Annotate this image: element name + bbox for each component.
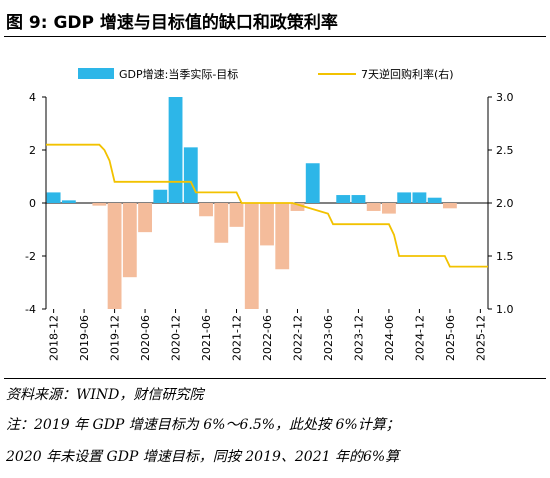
x-tick-label: 2022-12 — [291, 315, 304, 361]
gdp-gap-bar — [229, 203, 244, 227]
right-y-tick-label: 2.5 — [496, 144, 514, 157]
gdp-gap-bar — [92, 203, 107, 206]
left-y-tick-label: 2 — [29, 144, 36, 157]
gdp-gap-bar — [336, 195, 351, 203]
left-y-tick-label: -2 — [25, 250, 36, 263]
x-tick-label: 2025-12 — [474, 315, 487, 361]
right-y-tick-label: 3.0 — [496, 91, 514, 104]
x-tick-label: 2024-12 — [413, 315, 426, 361]
gdp-gap-bar — [138, 203, 152, 233]
figure-title: 图 9: GDP 增速与目标值的缺口和政策利率 — [6, 13, 338, 33]
right-y-tick-label: 1.5 — [496, 250, 514, 263]
legend-bar-swatch — [78, 68, 114, 79]
gdp-gap-bar — [46, 192, 61, 203]
left-y-tick-label: -4 — [25, 303, 36, 316]
x-tick-label: 2021-06 — [200, 315, 213, 361]
x-tick-label: 2023-12 — [352, 315, 365, 361]
left-y-tick-label: 4 — [29, 91, 36, 104]
gdp-gap-bar — [427, 197, 442, 203]
gdp-gap-bar — [122, 203, 137, 278]
gdp-gap-bar — [107, 203, 122, 309]
gdp-gap-bar — [412, 192, 427, 203]
gdp-gap-bar — [290, 203, 305, 211]
gdp-gap-bar — [214, 203, 229, 243]
policy-rate-line — [46, 143, 488, 268]
gdp-gap-bar — [442, 203, 457, 209]
x-tick-label: 2021-12 — [231, 315, 244, 361]
x-tick-label: 2020-06 — [139, 315, 152, 361]
right-y-tick-label: 1.0 — [496, 303, 514, 316]
gdp-gap-bar — [305, 163, 320, 203]
footnote-line-2: 2020 年未设置 GDP 增速目标，同按 2019、2021 年的6%算 — [6, 449, 400, 465]
title-divider — [4, 36, 546, 37]
legend-bar-label: GDP增速:当季实际-目标 — [119, 67, 238, 81]
gdp-gap-policy-rate-chart: -4 -2 0 2 4 1.0 1.5 2.0 2.5 3.0 2018-12 2019-06 2019… — [25, 67, 514, 361]
x-tick-label: 2024-06 — [383, 315, 396, 361]
gdp-gap-bar — [382, 203, 396, 214]
x-tick-label: 2022-06 — [261, 315, 274, 361]
footnote-line-1: 注：2019 年 GDP 增速目标为 6%～6.5%，此处按 6%计算； — [6, 417, 400, 433]
gdp-gap-bar — [61, 200, 76, 203]
x-tick-label: 2023-06 — [322, 315, 335, 361]
gdp-gap-bar — [244, 203, 259, 309]
footer-divider — [4, 378, 546, 379]
left-y-tick-label: 0 — [29, 197, 36, 210]
x-tick-label: 2018-12 — [48, 315, 61, 361]
x-tick-label: 2020-12 — [170, 315, 183, 361]
x-tick-label: 2019-06 — [78, 315, 91, 361]
gdp-gap-bar — [183, 147, 198, 203]
gdp-gap-bar — [168, 97, 183, 203]
gdp-gap-bar — [153, 189, 168, 203]
source-note: 资料来源：WIND，财信研究院 — [6, 387, 204, 403]
gdp-gap-bar — [351, 195, 366, 203]
gdp-gap-bar — [397, 192, 412, 203]
x-tick-label: 2025-06 — [444, 315, 457, 361]
x-tick-label: 2019-12 — [109, 315, 122, 361]
legend-line-label: 7天逆回购利率(右) — [361, 67, 454, 81]
gdp-gap-bar — [366, 203, 381, 211]
gdp-gap-bar — [199, 203, 213, 217]
right-y-tick-label: 2.0 — [496, 197, 514, 210]
gdp-gap-bar — [260, 203, 274, 246]
gdp-gap-bar — [275, 203, 290, 270]
